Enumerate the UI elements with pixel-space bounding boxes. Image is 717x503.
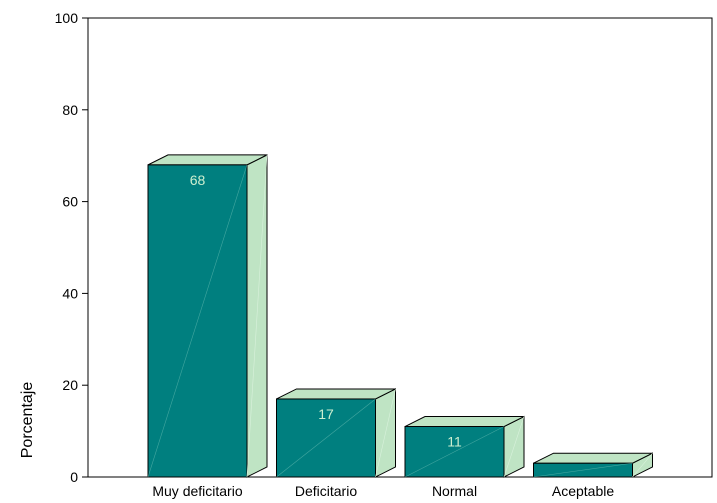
- y-tick-label: 20: [62, 377, 78, 393]
- x-tick-label: Normal: [432, 483, 477, 499]
- bar-sheen: [404, 426, 505, 478]
- bar: 68: [147, 154, 268, 478]
- bar-side-sheen: [503, 416, 525, 478]
- x-tick-label: Aceptable: [552, 483, 614, 499]
- y-tick-label: 60: [62, 194, 78, 210]
- bar-top-face: [147, 154, 268, 166]
- y-tick-label: 100: [55, 10, 79, 26]
- data-label: 68: [190, 172, 206, 188]
- x-tick-label: Deficitario: [295, 483, 357, 499]
- x-axis: Muy deficitario Deficitario Normal Aceptabl…: [152, 483, 614, 499]
- bar-sheen: [533, 462, 633, 478]
- y-axis: 0 20 40 60 80 100: [55, 10, 88, 485]
- bar-sheen: [147, 164, 248, 478]
- bar: 11: [404, 415, 525, 478]
- bar-top-face: [404, 416, 525, 428]
- y-tick-label: 40: [62, 285, 78, 301]
- bars: 68 17 11: [147, 154, 653, 478]
- y-tick-label: 0: [70, 469, 78, 485]
- bar: [533, 452, 653, 478]
- data-label: 11: [447, 434, 462, 450]
- bar: 17: [276, 388, 396, 478]
- bar-side-sheen: [632, 453, 653, 478]
- bar-top-face: [533, 452, 653, 464]
- x-tick-label: Muy deficitario: [152, 483, 242, 499]
- bar-top-face: [276, 388, 396, 400]
- bar-sheen: [276, 398, 376, 478]
- data-label: 17: [318, 406, 334, 422]
- bar-side-sheen: [375, 388, 396, 478]
- y-axis-title: Porcentaje: [19, 382, 36, 459]
- y-tick-label: 80: [62, 102, 78, 118]
- bar-side-sheen: [246, 154, 268, 478]
- plot-frame: [87, 17, 713, 478]
